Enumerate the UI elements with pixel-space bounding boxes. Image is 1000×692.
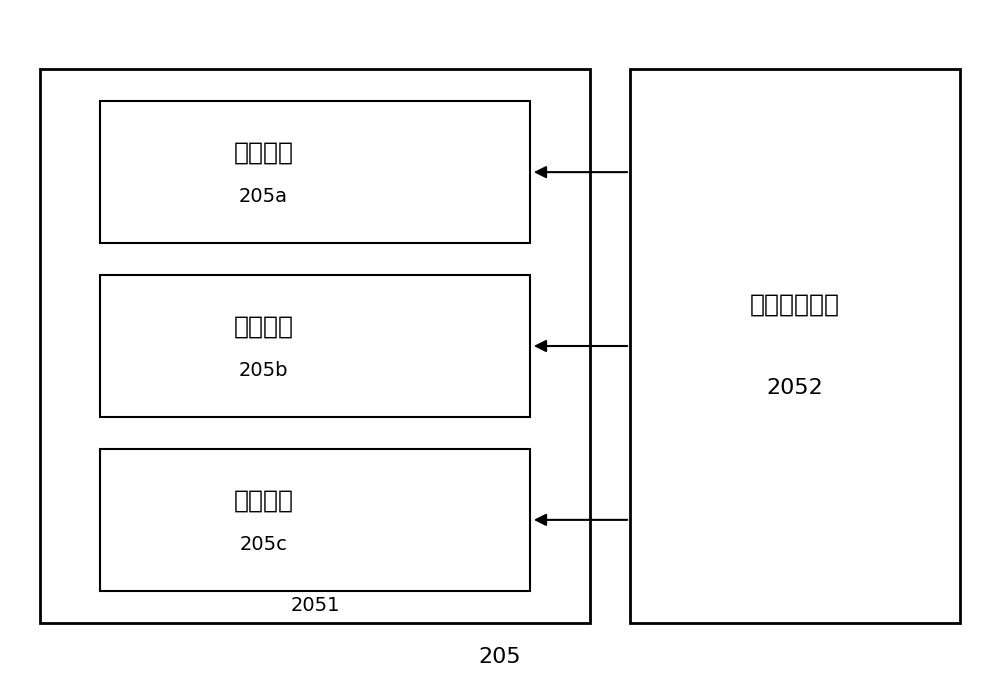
Text: 2051: 2051 xyxy=(290,596,340,615)
Bar xyxy=(100,101,530,243)
Text: 205: 205 xyxy=(479,648,521,667)
Text: 2052: 2052 xyxy=(767,378,823,397)
Text: 205a: 205a xyxy=(239,187,288,206)
Bar xyxy=(100,449,530,591)
Text: 第二阀口: 第二阀口 xyxy=(233,315,293,338)
Bar xyxy=(40,69,590,623)
Bar xyxy=(100,275,530,417)
Text: 205b: 205b xyxy=(239,361,288,380)
Text: 阀门控制装置: 阀门控制装置 xyxy=(750,293,840,316)
Text: 第三阀口: 第三阀口 xyxy=(233,489,293,513)
Text: 205c: 205c xyxy=(239,535,287,554)
Text: 第一阀口: 第一阀口 xyxy=(233,140,293,165)
Bar xyxy=(630,69,960,623)
